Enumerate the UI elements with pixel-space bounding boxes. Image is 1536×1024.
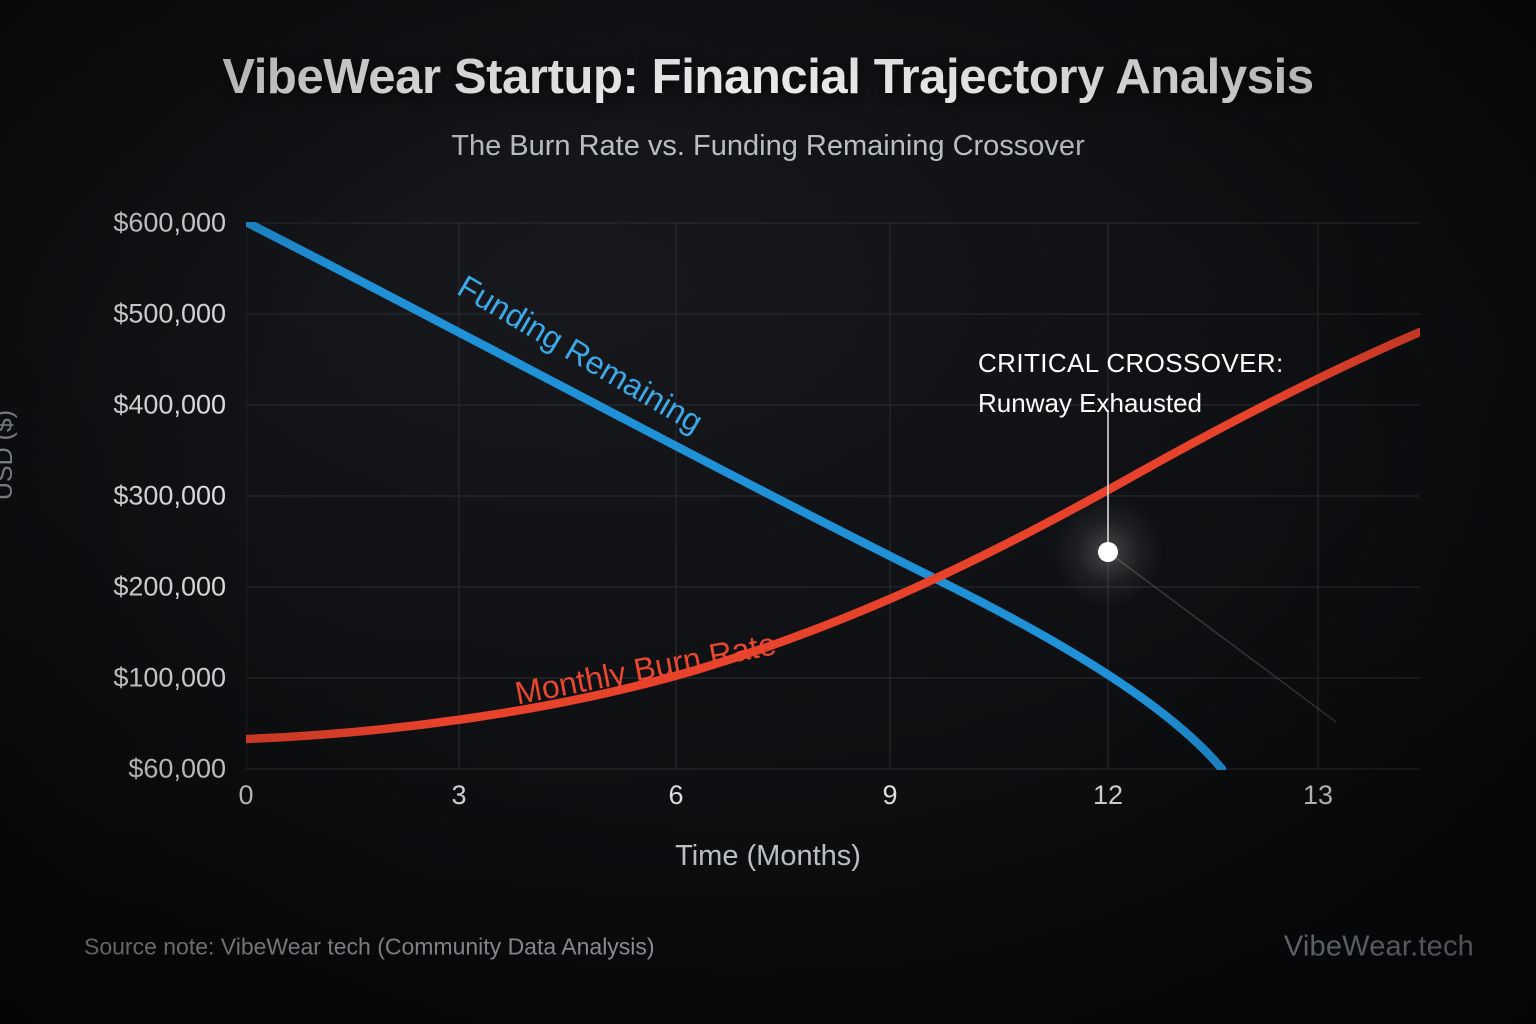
x-tick-label: 6 xyxy=(668,780,684,810)
grid-horizontal xyxy=(246,222,1420,770)
x-tick-label: 13 xyxy=(1302,780,1334,810)
y-tick-label: $60,000 xyxy=(128,753,226,784)
y-tick-label: $600,000 xyxy=(113,207,226,238)
x-axis-title: Time (Months) xyxy=(675,840,861,872)
y-tick-label: $200,000 xyxy=(113,571,226,602)
watermark: VibeWear.tech xyxy=(1283,930,1474,963)
x-tick-label: 3 xyxy=(451,780,467,810)
source-note: Source note: VibeWear tech (Community Da… xyxy=(84,933,655,960)
crossover-marker-dot[interactable] xyxy=(1098,542,1118,562)
plot-area xyxy=(246,222,1420,770)
y-tick-label: $100,000 xyxy=(113,662,226,693)
y-tick-label: $500,000 xyxy=(113,298,226,329)
series-svg xyxy=(246,222,1420,770)
y-tick-label: $400,000 xyxy=(113,389,226,420)
y-tick-label: $300,000 xyxy=(113,480,226,511)
x-tick-label: 0 xyxy=(238,780,254,810)
y-axis-title: USD ($) xyxy=(0,409,18,501)
x-tick-label: 12 xyxy=(1092,780,1124,810)
x-tick-label: 9 xyxy=(882,780,898,810)
